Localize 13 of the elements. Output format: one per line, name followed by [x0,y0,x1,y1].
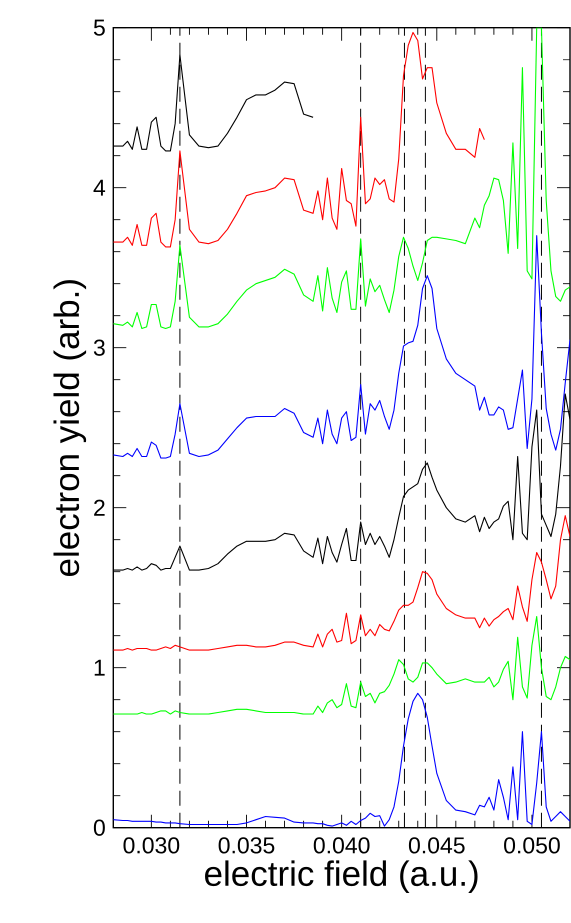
x-axis-title: electric field (a.u.) [205,860,478,893]
x-tick-label: 0.040 [314,837,370,854]
x-tick-label: 0.030 [123,837,180,854]
x-tick-label: 0.035 [218,837,274,854]
x-tick-label: 0.045 [408,837,465,854]
y-tick-label: 1 [94,660,105,676]
y-tick-label: 4 [94,180,106,196]
y-tick-label: 0 [94,820,105,836]
y-tick-label: 3 [94,340,105,356]
y-axis-title: electron yield (arb.) [53,280,86,576]
y-tick-label: 5 [94,20,105,36]
y-tick-label: 2 [94,500,105,516]
x-tick-label: 0.050 [504,837,560,854]
